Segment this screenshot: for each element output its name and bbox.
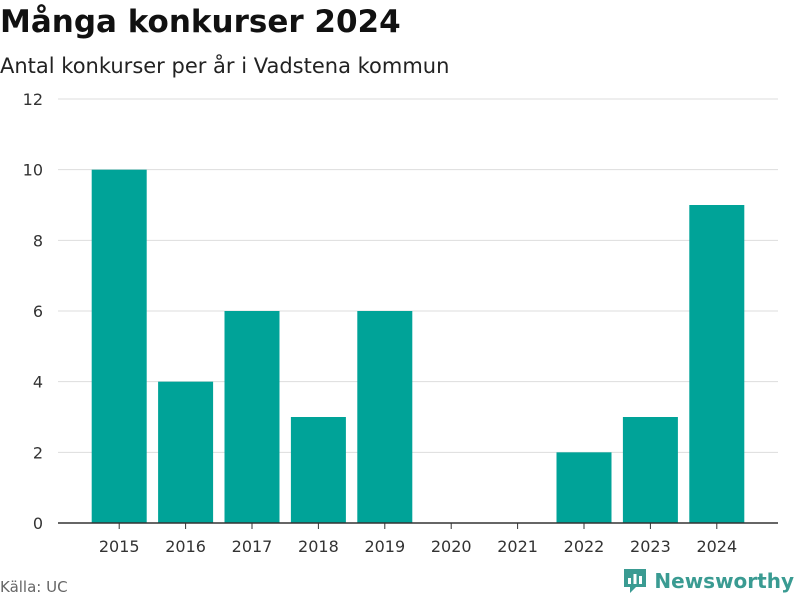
x-tick-label: 2018 [298,537,339,556]
x-tick-label: 2021 [497,537,538,556]
x-tick-label: 2020 [431,537,472,556]
bar [158,381,214,523]
chart-subtitle: Antal konkurser per år i Vadstena kommun [0,54,450,78]
bar [357,311,413,523]
chart-title: Många konkurser 2024 [0,4,401,40]
y-tick-label: 10 [23,161,43,180]
y-tick-label: 4 [33,373,43,392]
newsworthy-icon [624,569,647,593]
y-tick-label: 2 [33,443,43,462]
bar [224,311,280,523]
bar [91,169,147,523]
brand-name: Newsworthy [654,569,794,593]
x-tick-label: 2022 [564,537,605,556]
x-tick-label: 2023 [630,537,671,556]
bar [622,417,678,523]
bar [290,417,346,523]
source-note: Källa: UC [0,578,68,596]
brand-logo: Newsworthy [622,567,794,595]
bar [689,205,745,523]
y-tick-label: 12 [23,90,43,109]
bar [556,452,612,523]
y-tick-label: 0 [33,514,43,533]
y-tick-label: 6 [33,302,43,321]
x-tick-label: 2015 [99,537,140,556]
y-tick-label: 8 [33,231,43,250]
x-tick-label: 2016 [165,537,206,556]
x-tick-label: 2019 [364,537,405,556]
x-tick-label: 2017 [232,537,273,556]
x-tick-label: 2024 [696,537,737,556]
